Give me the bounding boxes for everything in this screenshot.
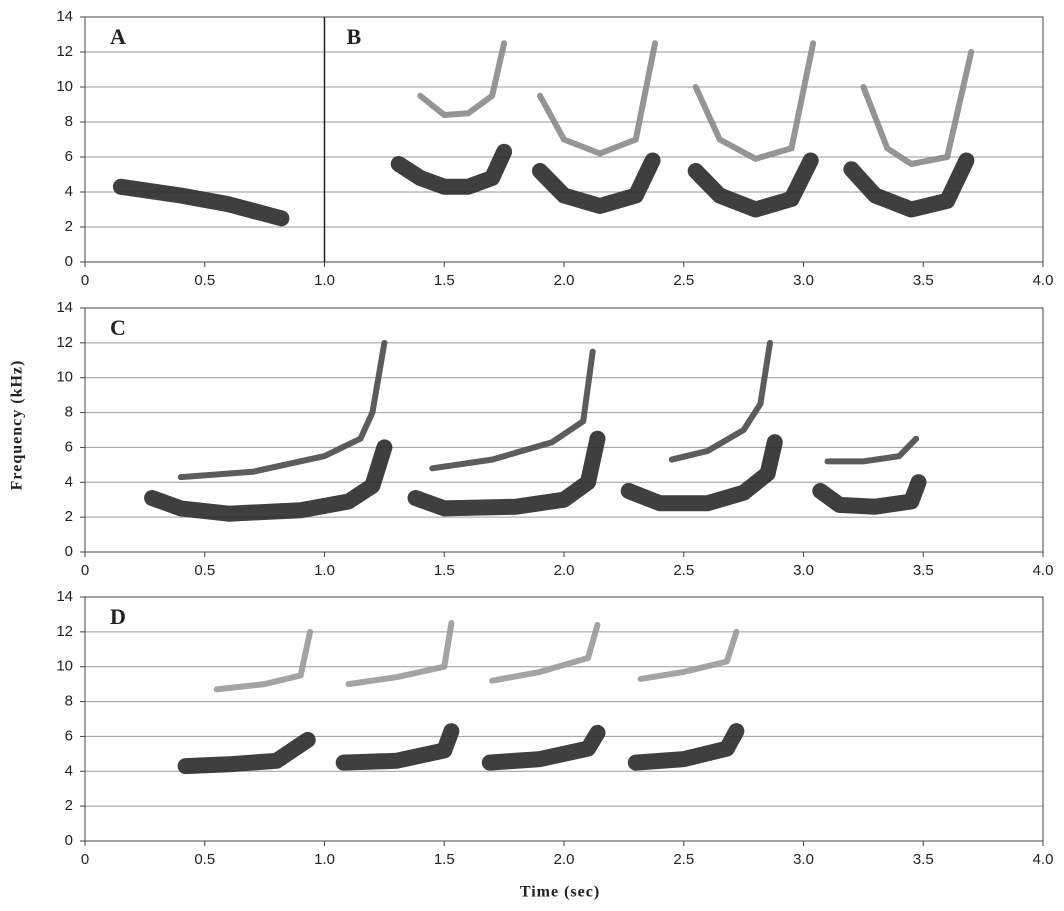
y-axis-title: Frequency (kHz) [9,360,26,491]
plot-area [85,597,1043,841]
y-tick-label: 12 [56,43,73,60]
y-tick-label: 10 [56,369,73,386]
spectral-trace [112,143,975,227]
y-tick-label: 6 [65,148,73,165]
y-tick-label: 10 [56,658,73,675]
panel-label: D [110,604,126,629]
y-tick-label: 4 [65,473,73,490]
y-tick-label: 6 [65,438,73,455]
x-tick-label: 4.0 [1033,272,1054,289]
x-tick-label: 3.0 [793,851,814,868]
x-tick-label: 1.5 [434,272,455,289]
spectral-trace [177,723,745,775]
y-tick-label: 0 [65,253,73,270]
y-tick-label: 4 [65,762,73,779]
plot-frame [84,307,1044,553]
y-tick-label: 2 [65,218,73,235]
y-tick-label: 4 [65,183,73,200]
y-tick-label: 14 [56,588,73,605]
x-tick-label: 1.0 [314,272,335,289]
y-tick-label: 8 [65,404,73,421]
spectral-trace [213,620,740,693]
panel-label: C [110,315,126,340]
x-axis-title: Time (sec) [520,884,600,901]
x-tick-label: 0 [81,562,89,579]
y-tick-label: 14 [56,8,73,25]
spectral-trace [417,40,975,167]
plot-frame [84,16,1044,263]
plot-frame [84,596,1044,842]
x-tick-label: 1.5 [434,851,455,868]
x-tick-label: 2.0 [554,851,575,868]
x-tick-label: 2.5 [673,272,694,289]
x-tick-label: 2.5 [673,851,694,868]
y-tick-label: 12 [56,334,73,351]
spectral-trace [177,339,920,481]
x-tick-label: 0.5 [194,272,215,289]
panel-label: A [110,24,126,49]
x-tick-label: 1.0 [314,851,335,868]
spectral-trace [144,430,927,522]
y-tick-label: 14 [56,299,73,316]
x-tick-label: 2.5 [673,562,694,579]
x-tick-label: 0 [81,851,89,868]
y-tick-label: 8 [65,693,73,710]
x-tick-label: 1.0 [314,562,335,579]
y-tick-label: 10 [56,78,73,95]
y-tick-label: 0 [65,832,73,849]
y-tick-label: 6 [65,727,73,744]
x-tick-label: 1.5 [434,562,455,579]
x-tick-label: 0 [81,272,89,289]
x-tick-label: 4.0 [1033,851,1054,868]
y-tick-label: 2 [65,797,73,814]
x-tick-label: 3.0 [793,272,814,289]
x-tick-label: 4.0 [1033,562,1054,579]
x-tick-label: 3.5 [913,851,934,868]
y-tick-label: 2 [65,508,73,525]
panel-label: B [347,24,362,49]
x-tick-label: 2.0 [554,562,575,579]
y-tick-label: 12 [56,623,73,640]
y-tick-label: 0 [65,543,73,560]
x-tick-label: 2.0 [554,272,575,289]
x-tick-label: 3.5 [913,272,934,289]
y-tick-label: 8 [65,113,73,130]
x-tick-label: 0.5 [194,851,215,868]
x-tick-label: 0.5 [194,562,215,579]
x-tick-label: 3.5 [913,562,934,579]
x-tick-label: 3.0 [793,562,814,579]
